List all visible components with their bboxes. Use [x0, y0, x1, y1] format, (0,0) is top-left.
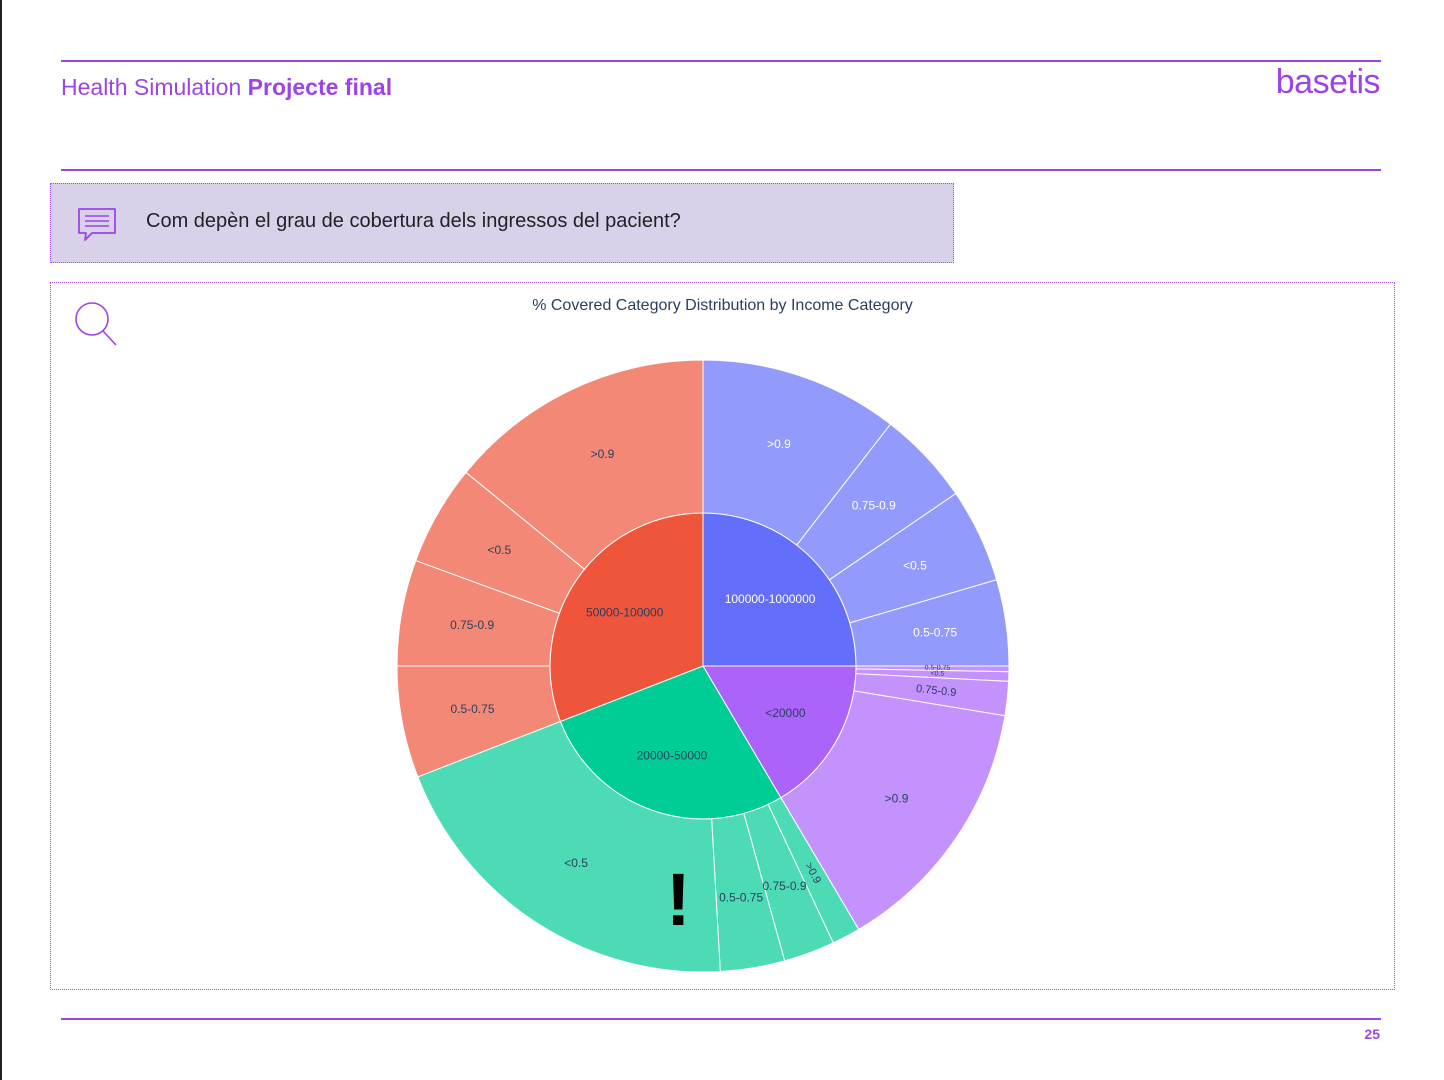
- search-icon: [75, 302, 117, 346]
- chat-document-icon: [78, 208, 116, 241]
- sunburst-inner-label-20000-50000: 20000-50000: [637, 749, 708, 763]
- chart-title: % Covered Category Distribution by Incom…: [532, 297, 913, 314]
- sunburst-outer-label-lt20000-gt0p9: >0.9: [885, 791, 909, 805]
- frame-left-border: [0, 0, 2, 1080]
- sunburst-outer-label-50000-100000-0p75-0p9: 0.75-0.9: [450, 618, 494, 632]
- chart-panel: % Covered Category Distribution by Incom…: [50, 282, 1395, 990]
- sunburst-inner-label-lt20000: <20000: [765, 706, 806, 720]
- exclamation-mark: !: [666, 858, 691, 941]
- sunburst-chart: 100000-1000000>0.90.75-0.9<0.50.5-0.75<2…: [396, 359, 1010, 973]
- brand-logo: basetis: [1275, 63, 1381, 101]
- sunburst-outer-label-lt20000-0p75-0p9: 0.75-0.9: [915, 683, 956, 699]
- sunburst-outer-slice-20000-50000-lt0p5[interactable]: [417, 720, 721, 973]
- sunburst-outer-slice-lt20000-gt0p9[interactable]: [780, 690, 1006, 931]
- page-number: 25: [1364, 1026, 1380, 1042]
- header-bottom-rule: [61, 169, 1381, 171]
- sunburst-outer-label-100000-1000000-0p5-0p75: 0.5-0.75: [913, 626, 957, 640]
- sunburst-outer-label-100000-1000000-gt0p9: >0.9: [767, 437, 791, 451]
- sunburst-outer-label-50000-100000-lt0p5: <0.5: [487, 543, 511, 557]
- question-box: Com depèn el grau de cobertura dels ingr…: [50, 183, 954, 263]
- page-title-thin: Health Simulation: [61, 74, 242, 100]
- sunburst-outer-label-50000-100000-0p5-0p75: 0.5-0.75: [450, 702, 494, 716]
- sunburst-outer-label-50000-100000-gt0p9: >0.9: [591, 447, 615, 461]
- sunburst-outer-label-100000-1000000-lt0p5: <0.5: [903, 559, 927, 573]
- footer-rule: [61, 1018, 1381, 1020]
- sunburst-inner-label-50000-100000: 50000-100000: [586, 605, 664, 619]
- sunburst-outer-label-20000-50000-lt0p5: <0.5: [564, 856, 588, 870]
- sunburst-inner-label-100000-1000000: 100000-1000000: [725, 592, 816, 606]
- question-text: Com depèn el grau de cobertura dels ingr…: [146, 210, 681, 232]
- sunburst-outer-label-20000-50000-0p75-0p9: 0.75-0.9: [762, 879, 806, 893]
- sunburst-outer-slice-50000-100000-gt0p9[interactable]: [465, 359, 704, 570]
- sunburst-outer-label-lt20000-0p5-0p75: 0.5-0.75: [925, 665, 951, 672]
- header-top-rule: [61, 60, 1381, 62]
- sunburst-outer-label-100000-1000000-0p75-0p9: 0.75-0.9: [852, 498, 896, 512]
- page-title-bold: Projecte final: [247, 74, 393, 100]
- sunburst-outer-label-lt20000-lt0p5: <0.5: [930, 670, 944, 677]
- page-title: Health Simulation Projecte final: [61, 74, 392, 101]
- sunburst-outer-label-20000-50000-0p5-0p75: 0.5-0.75: [719, 890, 763, 904]
